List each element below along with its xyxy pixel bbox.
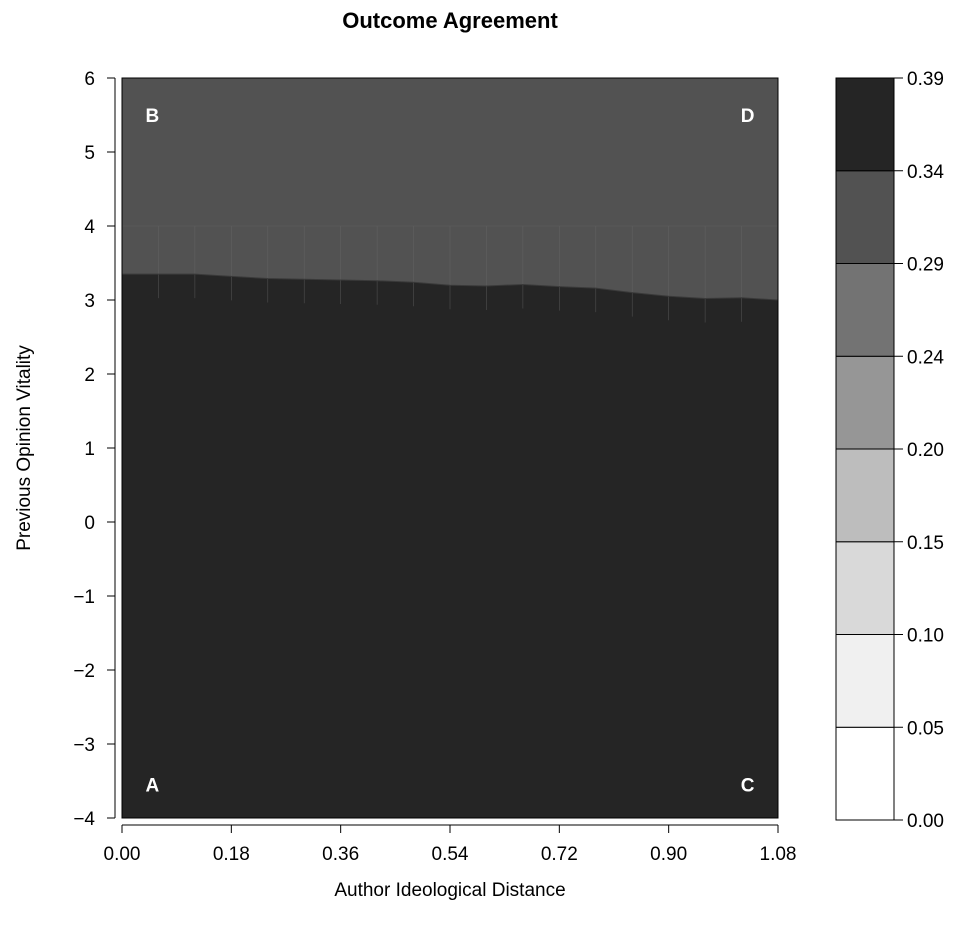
y-tick-label: 4 xyxy=(84,217,95,238)
x-tick-label: 0.72 xyxy=(541,844,578,865)
x-tick-label: 0.18 xyxy=(213,844,250,865)
y-tick-label: −4 xyxy=(73,809,95,830)
colorbar-swatch xyxy=(835,448,895,543)
corner-label-d: D xyxy=(741,106,755,127)
contour-line xyxy=(122,273,779,301)
corner-label-c: C xyxy=(741,776,755,797)
corner-label-b: B xyxy=(146,106,160,127)
colorbar-swatch xyxy=(835,355,895,450)
colorbar-legend: 0.00 0.05 0.10 0.15 0.20 0.24 0.29 0.34 0.39 xyxy=(835,69,944,832)
y-axis-label: Previous Opinion Vitality xyxy=(14,345,35,551)
corner-label-a: A xyxy=(146,776,160,797)
colorbar-label: 0.15 xyxy=(907,533,944,554)
y-tick-label: −3 xyxy=(73,735,95,756)
colorbar-swatch xyxy=(835,726,895,821)
colorbar-swatch xyxy=(835,541,895,635)
plot-border xyxy=(121,77,779,819)
y-tick-label: −2 xyxy=(73,661,95,682)
y-tick-label: 5 xyxy=(84,143,95,164)
y-tick-label: 1 xyxy=(84,439,95,460)
colorbar-swatch xyxy=(835,170,895,264)
colorbar-label: 0.00 xyxy=(907,811,944,832)
colorbar-label: 0.34 xyxy=(907,162,944,183)
region-lower xyxy=(122,274,778,819)
x-tick-label: 1.08 xyxy=(760,844,797,865)
x-tick-label: 0.36 xyxy=(322,844,359,865)
y-axis: −4 −3 −2 −1 0 1 2 3 4 5 6 xyxy=(73,69,116,830)
plot-area: A B C D xyxy=(121,77,779,819)
x-axis-label: Author Ideological Distance xyxy=(334,880,565,901)
colorbar-label: 0.20 xyxy=(907,440,944,461)
colorbar-label: 0.24 xyxy=(907,347,944,368)
y-tick-label: 6 xyxy=(84,69,95,90)
x-tick-label: 0.54 xyxy=(432,844,469,865)
y-tick-label: −1 xyxy=(73,587,95,608)
colorbar-label: 0.29 xyxy=(907,255,944,276)
x-axis: 0.00 0.18 0.36 0.54 0.72 0.90 1.08 xyxy=(104,824,797,865)
colorbar-label: 0.39 xyxy=(907,69,944,90)
x-tick-label: 0.00 xyxy=(104,844,141,865)
colorbar-swatch xyxy=(835,77,895,172)
chart-title: Outcome Agreement xyxy=(342,8,558,33)
colorbar-label: 0.05 xyxy=(907,718,944,739)
y-tick-label: 2 xyxy=(84,365,95,386)
colorbar-swatch xyxy=(835,634,895,728)
x-tick-label: 0.90 xyxy=(650,844,687,865)
colorbar-swatch xyxy=(835,263,895,357)
colorbar-label: 0.10 xyxy=(907,626,944,647)
y-tick-label: 3 xyxy=(84,291,95,312)
y-tick-label: 0 xyxy=(84,513,95,534)
